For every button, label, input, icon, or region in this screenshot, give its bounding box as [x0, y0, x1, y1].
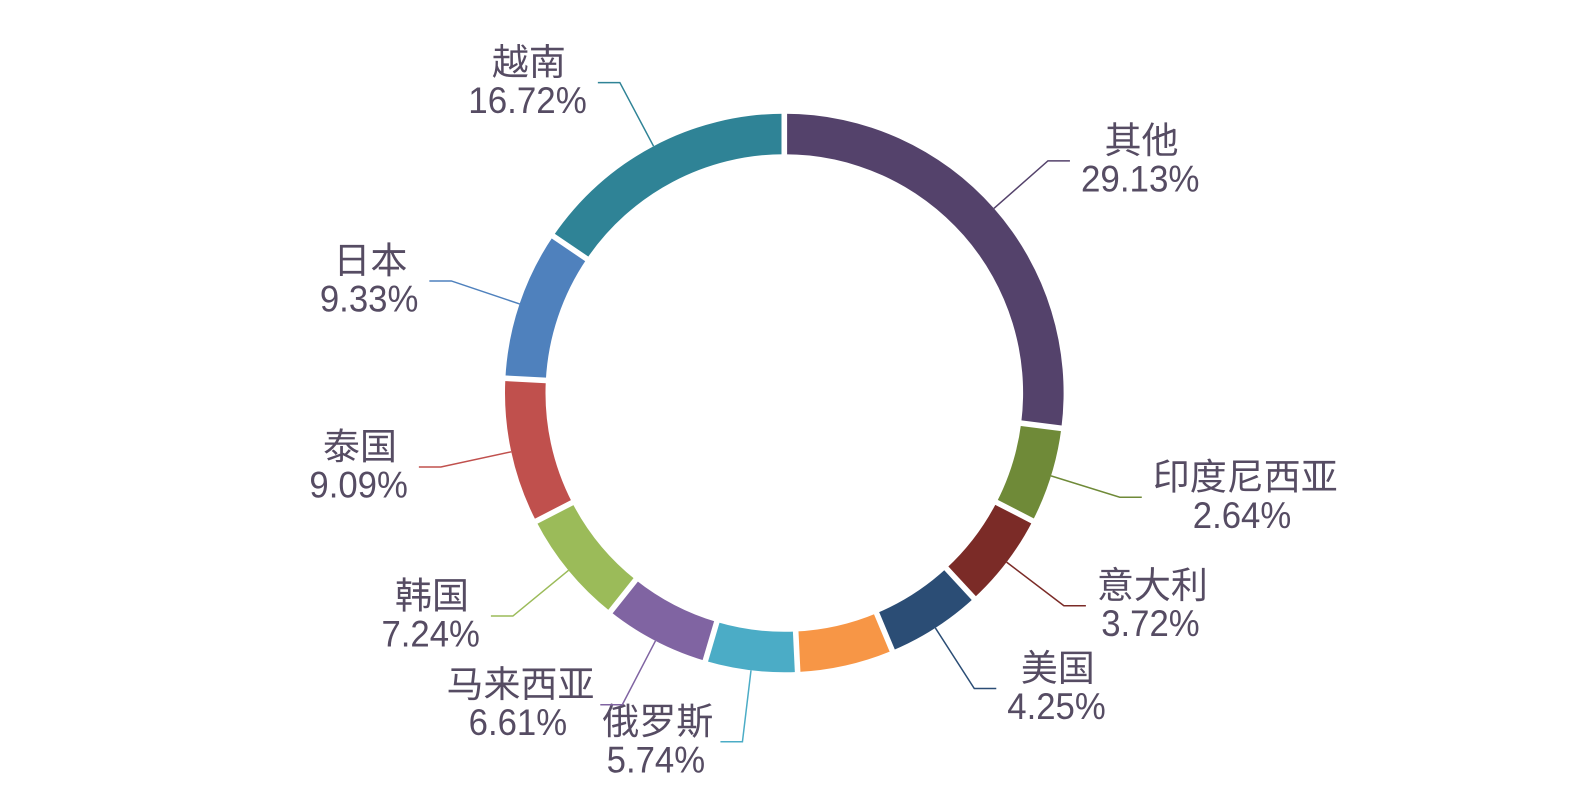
- svg-text:3.72%: 3.72%: [1101, 602, 1199, 644]
- svg-text:29.13%: 29.13%: [1081, 157, 1200, 199]
- svg-text:2.64%: 2.64%: [1193, 494, 1291, 536]
- svg-text:4.25%: 4.25%: [1007, 685, 1105, 727]
- svg-text:9.33%: 9.33%: [320, 277, 418, 319]
- svg-text:5.74%: 5.74%: [607, 738, 705, 780]
- svg-text:16.72%: 16.72%: [468, 79, 587, 121]
- svg-text:7.24%: 7.24%: [381, 613, 479, 655]
- svg-text:6.61%: 6.61%: [469, 701, 567, 743]
- svg-text:9.09%: 9.09%: [309, 463, 407, 505]
